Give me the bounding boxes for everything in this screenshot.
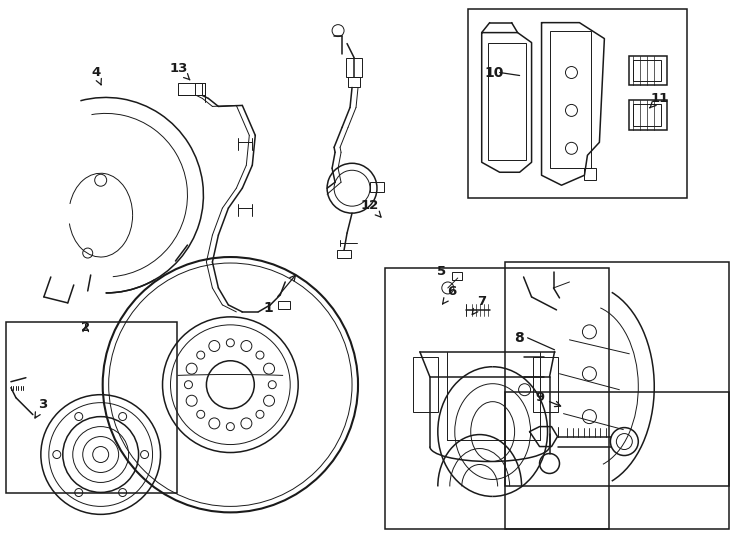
- Bar: [533, 357, 558, 411]
- Text: 7: 7: [472, 295, 486, 314]
- Bar: [505, 262, 729, 529]
- Bar: [629, 100, 667, 130]
- Bar: [346, 58, 362, 78]
- Text: 8: 8: [515, 331, 524, 345]
- Text: 4: 4: [91, 66, 101, 85]
- Bar: [6, 322, 178, 494]
- Text: 6: 6: [443, 286, 457, 304]
- Bar: [452, 272, 462, 280]
- Bar: [348, 78, 360, 87]
- Bar: [505, 392, 729, 487]
- Text: 9: 9: [535, 391, 561, 407]
- Bar: [178, 84, 203, 96]
- Bar: [278, 301, 290, 309]
- Bar: [550, 31, 592, 168]
- Text: 12: 12: [361, 199, 381, 217]
- Text: 13: 13: [170, 62, 190, 80]
- Bar: [633, 59, 661, 82]
- Bar: [468, 9, 687, 198]
- Text: 3: 3: [35, 398, 48, 418]
- Text: 11: 11: [650, 92, 669, 108]
- Bar: [633, 104, 661, 126]
- Bar: [385, 268, 609, 529]
- Text: 5: 5: [437, 266, 446, 279]
- Bar: [337, 250, 351, 258]
- Bar: [195, 84, 206, 96]
- Text: 10: 10: [484, 65, 504, 79]
- Text: 1: 1: [264, 275, 296, 315]
- Text: 2: 2: [81, 321, 90, 334]
- Bar: [413, 357, 437, 411]
- Bar: [487, 43, 526, 160]
- Bar: [584, 168, 597, 180]
- Bar: [629, 56, 667, 85]
- Bar: [370, 182, 384, 192]
